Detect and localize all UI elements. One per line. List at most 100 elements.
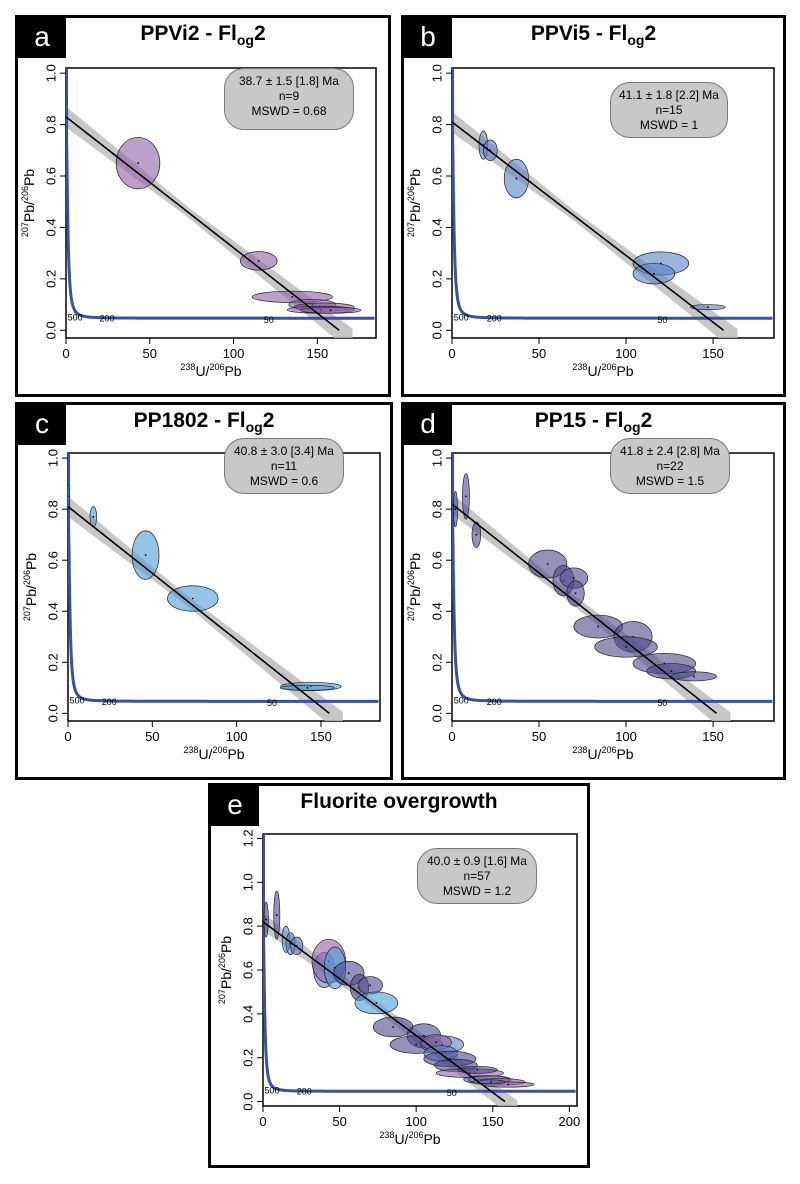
ellipse-center (191, 597, 194, 600)
ellipse-center (515, 177, 518, 180)
ellipse-center (693, 675, 695, 678)
regression-line (66, 116, 340, 331)
y-tick-label: 0.8 (45, 500, 60, 518)
ellipse-center (144, 554, 147, 556)
panel-c: 0 50 100 150 0.0 0.2 0.4 0.6 0.8 1.0 238U/206Pb 207… (15, 402, 393, 780)
y-tick-label: 1.0 (429, 64, 444, 82)
ellipse-center (574, 592, 577, 595)
regression-line (263, 921, 506, 1103)
x-tick-label: 150 (306, 346, 328, 361)
concordia-curve (68, 453, 379, 703)
y-tick-label: 0.8 (429, 116, 444, 134)
stats-box: 41.1 ± 1.8 [2.2] Ma n=15 MSWD = 1 (610, 82, 728, 138)
x-tick-label: 0 (448, 729, 455, 744)
x-tick-label: 50 (145, 729, 159, 744)
ellipse-center (597, 625, 600, 628)
chart-svg-b: 0 50 100 150 0.0 0.2 0.4 0.6 0.8 1.0 238U/206Pb 207… (406, 64, 775, 379)
stats-age: 38.7 ± 1.5 [1.8] Ma (239, 74, 339, 88)
stats-n: n=15 (655, 103, 683, 117)
ellipse-center (68, 495, 69, 498)
y-tick-label: 0.0 (240, 1093, 255, 1111)
stats-mswd: MSWD = 1 (639, 118, 699, 132)
plot-area (68, 453, 379, 721)
concordia-age-label: 200 (487, 314, 502, 324)
ellipse-center (92, 515, 95, 518)
x-axis-label: 238U/206Pb (572, 745, 633, 762)
concordia-age-label: 500 (70, 696, 85, 706)
x-tick-label: 50 (532, 346, 546, 361)
stats-mswd: MSWD = 1.5 (635, 474, 705, 488)
concordia-age-label: 500 (454, 696, 469, 706)
y-tick-label: 1.0 (429, 449, 444, 467)
y-tick-label: 0.6 (43, 167, 58, 185)
x-axis-label: 238U/206Pb (379, 1130, 440, 1147)
panel-title: PP1802 - Flog2 (18, 409, 390, 435)
y-tick-label: 0.8 (43, 116, 58, 134)
ellipse-center (257, 259, 260, 262)
panel-title: Fluorite overgrowth (211, 790, 587, 816)
ellipse-center (415, 1043, 418, 1046)
title-main: PPVi5 - Fl (530, 22, 628, 45)
concordia-curve (66, 68, 375, 320)
concordia-age-label: 200 (100, 314, 115, 324)
stats-age: 41.1 ± 1.8 [2.2] Ma (619, 88, 719, 102)
x-tick-label: 150 (702, 729, 724, 744)
panel-e: 0 50 100 150 200 0.0 0.2 0.4 0.6 0.8 1.0 1.2 238U/20… (208, 783, 590, 1168)
x-tick-label: 100 (615, 729, 637, 744)
ellipse-center (653, 272, 655, 275)
x-tick-label: 0 (259, 1114, 266, 1129)
y-tick-label: 0.2 (240, 1049, 255, 1067)
y-tick-label: 0.2 (45, 653, 60, 671)
title-subscript: og (627, 32, 645, 49)
concordia-age-label: 500 (454, 312, 469, 322)
ellipse-center (291, 295, 294, 298)
x-tick-label: 100 (405, 1114, 427, 1129)
y-axis-label: 207Pb/206Pb (406, 169, 423, 237)
concordia-age-label: 50 (447, 1088, 457, 1098)
concordia-age-label: 50 (657, 315, 667, 325)
ellipse-center (475, 533, 478, 536)
y-tick-label: 0.0 (429, 321, 444, 339)
x-tick-label: 50 (332, 1114, 346, 1129)
x-axis-label: 238U/206Pb (183, 745, 244, 762)
stats-n: n=11 (270, 459, 298, 473)
stats-n: n=57 (463, 869, 491, 883)
y-tick-label: 0.0 (45, 704, 60, 722)
ellipse-center (265, 918, 267, 921)
panel-letter: d (404, 405, 452, 445)
ellipse-center (572, 577, 575, 579)
title-main: PP1802 - Fl (133, 409, 246, 432)
y-axis-label: 207Pb/206Pb (406, 553, 423, 621)
confidence-band (66, 106, 353, 338)
x-tick-label: 150 (310, 729, 332, 744)
title-main: Fluorite overgrowth (300, 790, 498, 813)
panel-title: PPVi5 - Flog2 (404, 22, 783, 48)
ellipse-center (670, 670, 673, 673)
ellipse-center (329, 309, 332, 312)
ellipse-center (507, 1083, 509, 1086)
y-tick-label: 0.2 (43, 270, 58, 288)
stats-age: 41.8 ± 2.4 [2.8] Ma (620, 444, 720, 458)
y-tick-label: 0.6 (429, 551, 444, 569)
ellipse-center (435, 1041, 437, 1044)
title-subscript: og (245, 419, 263, 436)
plot-area (66, 68, 375, 338)
plot-area (452, 68, 773, 338)
x-tick-label: 0 (64, 729, 71, 744)
y-tick-label: 0.8 (240, 917, 255, 935)
title-tail: 2 (253, 22, 266, 45)
panel-b: 0 50 100 150 0.0 0.2 0.4 0.6 0.8 1.0 238U/206Pb 207… (401, 15, 786, 397)
title-main: PP15 - Fl (534, 409, 624, 432)
ellipse-center (369, 984, 372, 987)
panel-title: PPVi2 - Flog2 (18, 22, 388, 48)
plot-frame (65, 67, 377, 339)
panel-letter: c (18, 405, 66, 445)
x-tick-label: 100 (223, 346, 245, 361)
panel-d: 0 50 100 150 0.0 0.2 0.4 0.6 0.8 1.0 238U/206Pb 207… (401, 402, 786, 780)
ellipse-center (137, 162, 139, 165)
y-tick-label: 0.4 (45, 602, 60, 620)
concordia-age-label: 200 (297, 1087, 312, 1097)
panel-title: PP15 - Flog2 (404, 409, 783, 435)
ellipse-center (347, 972, 350, 975)
stats-age: 40.8 ± 3.0 [3.4] Ma (234, 444, 334, 458)
